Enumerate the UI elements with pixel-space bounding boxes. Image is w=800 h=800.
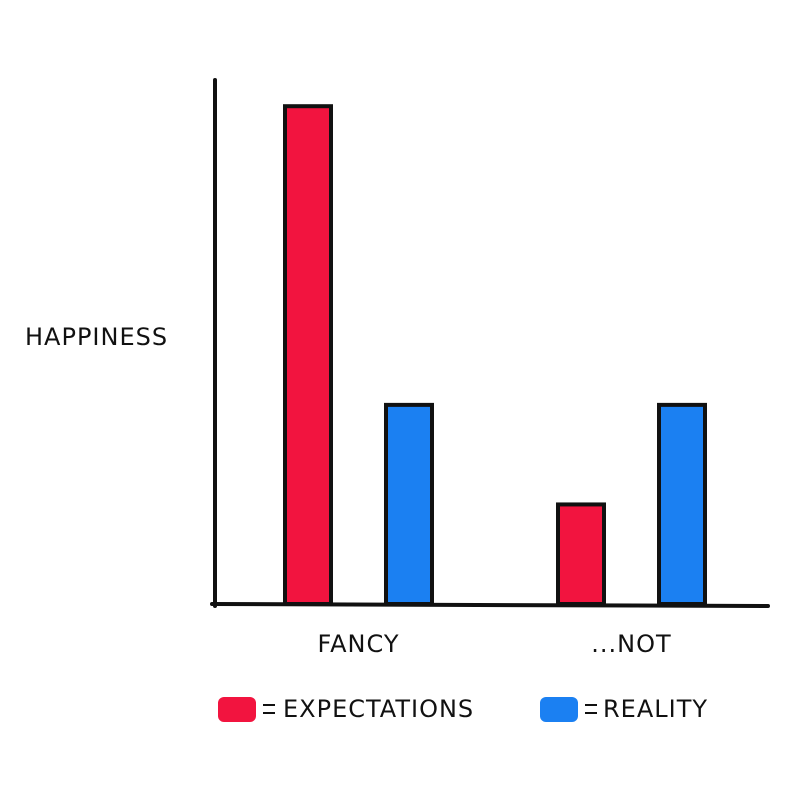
legend-swatch [218,697,256,722]
legend-label: EXPECTATIONS [283,695,474,723]
bar [283,104,333,606]
legend-swatch [540,697,578,722]
x-tick-label: ...NOT [591,630,671,658]
y-axis-label: HAPPINESS [25,323,168,351]
bar [657,402,707,606]
bar [384,402,434,606]
legend-label: REALITY [603,695,708,723]
bar [556,502,606,606]
x-tick-label: FANCY [318,630,400,658]
